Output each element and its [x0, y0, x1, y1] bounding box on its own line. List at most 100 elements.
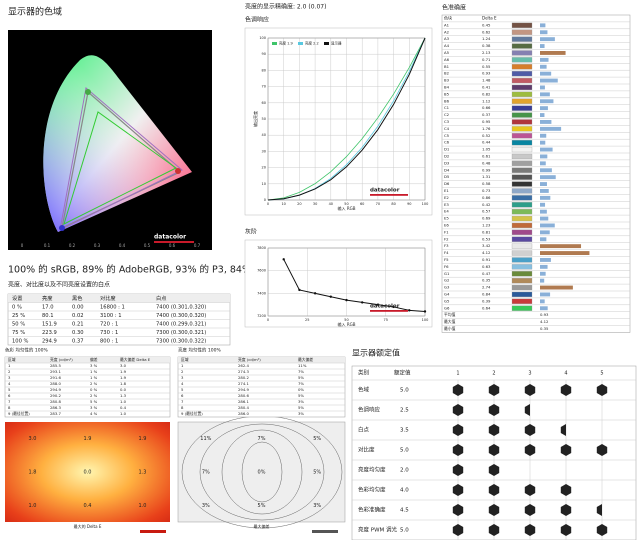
heatmap-value: 0.4	[84, 503, 92, 509]
delta-e: 0.35	[482, 278, 491, 283]
gamut-table-cell: 0 %	[12, 304, 22, 310]
gamut-table-cell: 7300 (0.300,0.321)	[156, 330, 206, 336]
red-primary	[175, 168, 181, 174]
patch-id: F2	[444, 236, 449, 241]
color-uni-table-cell: 0 %	[90, 387, 98, 392]
delta-e: 0.39	[482, 298, 491, 303]
y-tick-label: 90	[262, 52, 266, 56]
point	[330, 296, 332, 298]
y-tick-label: 7200	[257, 314, 266, 318]
lum-uni-table-cell: 3%	[298, 399, 304, 404]
delta-e-bar	[540, 99, 553, 103]
gamut-table-cell: 80.1	[42, 313, 54, 319]
patch-swatch	[512, 189, 532, 194]
delta-e-bar	[540, 272, 546, 276]
patch-id: G1	[444, 271, 450, 276]
lum-uni-table-head-bg	[178, 357, 345, 363]
patch-swatch	[512, 113, 532, 118]
patch-swatch	[512, 99, 532, 104]
patch-id: F3	[444, 243, 449, 248]
color-uni-table-cell: 0.4	[120, 405, 127, 410]
chart-title: 色调响应	[245, 16, 269, 24]
x-tick-label: 100	[422, 202, 429, 206]
patch-swatch	[512, 30, 532, 35]
gamut-tick: 0	[21, 243, 24, 248]
heatmap-value: 7%	[202, 470, 210, 476]
rating-label: 色彩均匀度	[358, 486, 386, 494]
patch-swatch	[512, 161, 532, 166]
patch-swatch	[512, 209, 532, 214]
delta-e: 0.61	[482, 153, 491, 158]
y-tick-label: 7400	[257, 291, 266, 295]
patch-id: D4	[444, 167, 450, 172]
y-tick-label: 7600	[257, 269, 266, 273]
delta-e: 0.58	[482, 181, 491, 186]
scale-label: 4	[564, 371, 567, 377]
delta-e: 4.12	[482, 250, 491, 255]
heatmap-value: 3.0	[29, 436, 37, 442]
x-axis-label: 输入 RGB	[338, 321, 356, 327]
gamut-tick: 0.3	[94, 243, 101, 248]
ratings-header: 类别	[358, 369, 369, 377]
patch-swatch	[512, 85, 532, 90]
rating-label: 对比度	[358, 446, 375, 454]
patch-id: F1	[444, 229, 449, 234]
rating-value: 5.0	[400, 388, 409, 394]
gamut-table-cell: 720 : 1	[100, 321, 118, 327]
delta-e-bar	[540, 279, 544, 283]
delta-e: 0.55	[482, 64, 491, 69]
gamut-table-header: 对比度	[100, 294, 116, 302]
ratings-header: 额定值	[394, 369, 411, 377]
delta-e: 0.42	[482, 202, 491, 207]
summary-value: 0.93	[540, 312, 549, 317]
patch-id: E6	[444, 222, 449, 227]
delta-e-bar	[540, 161, 546, 165]
color-uni-table-cell: 2 %	[90, 381, 98, 386]
color-uni-table-cell: 285.5	[50, 363, 61, 368]
delta-e-bar	[540, 265, 548, 269]
color-uni-table-cell: 286.3	[50, 405, 61, 410]
delta-e: 0.52	[482, 133, 491, 138]
header: 亮度的显示精确度: 2.0 (0.07)	[245, 3, 326, 11]
patch-id: A2	[444, 29, 450, 34]
gamut-table-cell: 75 %	[12, 330, 25, 336]
lum-uni-table-cell: 5%	[298, 393, 304, 398]
delta-e: 3.42	[482, 243, 491, 248]
patch-swatch	[512, 92, 532, 97]
point	[408, 309, 410, 311]
patch-swatch	[512, 78, 532, 83]
delta-e: 0.44	[482, 140, 491, 145]
gamut-table-cell: 16800 : 1	[100, 304, 125, 310]
patch-swatch	[512, 292, 532, 297]
scale-label: 5	[600, 371, 603, 377]
delta-e-bar	[540, 237, 546, 241]
gamut-tick: 0.6	[169, 243, 176, 248]
gamut-table-cell: 0.30	[72, 330, 84, 336]
color-uni-table-header: 区域	[8, 357, 16, 362]
patch-id: B4	[444, 84, 450, 89]
color-uni-table-header: 最大偏差 Delta E	[120, 357, 151, 362]
rating-label: 色域	[358, 386, 370, 394]
gamut-tick: 0.2	[69, 243, 76, 248]
table-title: 色彩 均匀性的 100%	[5, 347, 48, 354]
delta-e-bar	[540, 224, 555, 228]
lum-uni-table-cell: 3%	[298, 411, 304, 416]
y-tick-label: 20	[262, 166, 266, 170]
patch-id: A4	[444, 43, 450, 48]
patch-id: D5	[444, 174, 450, 179]
delta-e: 0.63	[482, 264, 491, 269]
heatmap-value: 0%	[258, 470, 266, 476]
delta-e-bar	[540, 155, 547, 159]
delta-e-bar	[540, 182, 547, 186]
gamut-table-cell: 0.00	[72, 304, 84, 310]
patch-id: G2	[444, 278, 450, 283]
delta-e-bar	[540, 23, 545, 27]
y-axis-label: 输出亮度	[252, 111, 258, 127]
patch-id: D3	[444, 160, 450, 165]
patch-id: D6	[444, 181, 450, 186]
heatmap-value: 11%	[200, 436, 211, 442]
point	[424, 310, 426, 312]
patch-swatch	[512, 140, 532, 145]
delta-e-bar	[540, 120, 551, 124]
lum-uni-table-cell: 7%	[298, 369, 304, 374]
